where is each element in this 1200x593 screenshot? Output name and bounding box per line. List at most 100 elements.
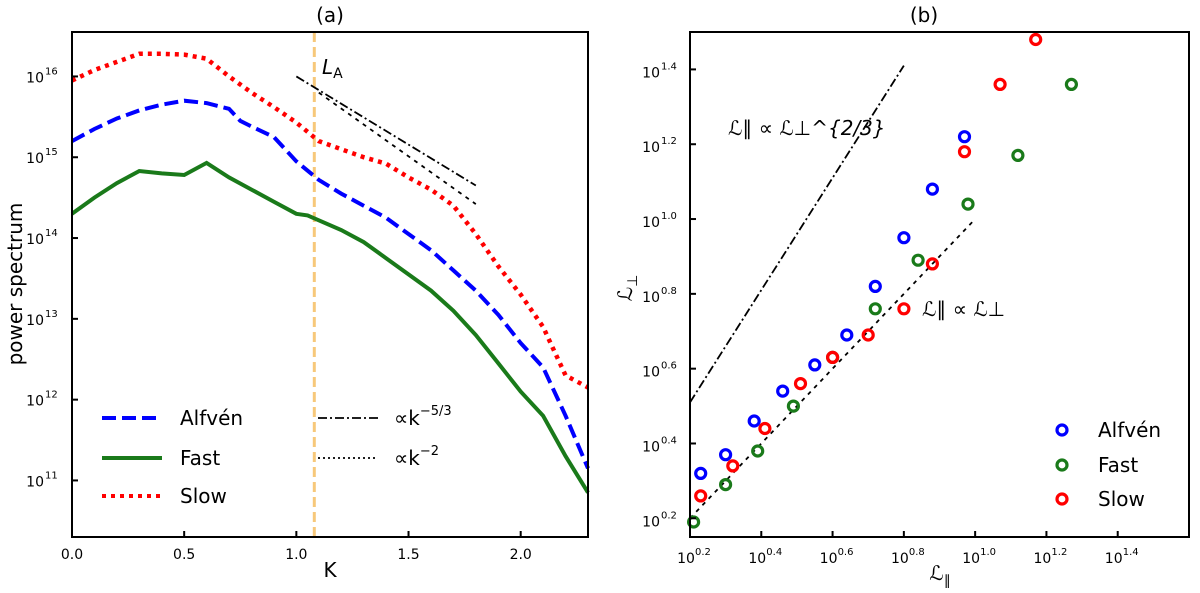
a-ytick-exp-1: 12 [45, 390, 58, 401]
svg-text:LA: LA [322, 55, 343, 82]
point-b-0-9 [957, 130, 972, 144]
panel-b-y-ticks: 10 0.210 0.410 0.610 0.810 1.010 1.210 1.4 [642, 61, 696, 530]
panel-a-vline-label: LA [322, 55, 343, 82]
legend-b-fast-label: Fast [1098, 453, 1138, 477]
point-b-2-4 [825, 350, 840, 364]
panel-a-title: (a) [316, 3, 344, 27]
point-b-0-1 [718, 448, 733, 462]
point-b-0-4 [808, 358, 822, 372]
b-ytick-exp-3: 0.8 [661, 286, 677, 297]
a-ytick-exp-3: 14 [45, 228, 58, 239]
b-ytick-label-5: 10 [642, 140, 660, 156]
point-b-2-10 [1029, 32, 1043, 47]
point-b-2-9 [993, 77, 1007, 92]
b-xtick-exp-1: 0.4 [766, 547, 782, 558]
legend-a-k2-label: ∝k−2 [394, 444, 439, 470]
b-xtick-label-6: 10 [1105, 551, 1123, 567]
point-b-0-3 [776, 384, 790, 398]
panel-a-legend: Alfvén Fast Slow ∝k−5/3 ∝k−2 [102, 404, 452, 508]
b-ytick-label-3: 10 [642, 290, 660, 306]
b-xtick-exp-4: 1.0 [980, 547, 996, 558]
a-xtick-label-0: 0.0 [61, 547, 83, 563]
b-ytick-exp-5: 1.2 [661, 136, 677, 147]
a-ytick-exp-0: 11 [45, 470, 58, 481]
b-ytick-label-0: 10 [642, 514, 660, 530]
a-xtick-label-1: 0.5 [173, 547, 195, 563]
ref-line-b-0 [689, 65, 905, 403]
legend-b-fast-marker [1055, 458, 1069, 472]
panel-a-frame [71, 31, 589, 538]
a-ytick-exp-4: 15 [45, 147, 58, 158]
panel-a-plot [70, 32, 590, 537]
point-b-2-3 [793, 377, 808, 391]
point-b-2-2 [758, 421, 772, 436]
b-xtick-exp-5: 1.2 [1051, 547, 1067, 558]
point-b-2-6 [897, 302, 911, 316]
legend-a-k53-label: ∝k−5/3 [394, 404, 452, 430]
a-xtick-label-3: 1.5 [397, 547, 419, 563]
b-xtick-label-4: 10 [962, 551, 980, 567]
a-ytick-label-0: 10 [26, 474, 44, 490]
b-ytick-label-6: 10 [642, 65, 660, 81]
point-b-1-8 [1011, 148, 1025, 162]
b-ytick-exp-6: 1.4 [661, 61, 677, 72]
b-ytick-exp-2: 0.6 [661, 361, 677, 372]
legend-b-slow-label: Slow [1098, 487, 1145, 511]
b-ytick-exp-0: 0.2 [661, 510, 677, 521]
point-b-0-2 [747, 414, 761, 428]
point-b-1-7 [961, 197, 975, 211]
point-b-0-7 [897, 231, 911, 245]
b-ytick-label-4: 10 [642, 215, 660, 231]
panel-b-annotation-linear: ℒ∥ ∝ ℒ⊥ [922, 297, 1005, 321]
legend-a-fast-label: Fast [180, 446, 220, 470]
panel-b-legend: Alfvén Fast Slow [1055, 418, 1161, 511]
a-xtick-label-2: 1.0 [285, 547, 307, 563]
b-xtick-label-5: 10 [1034, 551, 1052, 567]
panel-b-plot [686, 32, 1079, 529]
b-ytick-label-2: 10 [642, 365, 660, 381]
point-b-1-0 [686, 515, 701, 529]
legend-b-alfven-label: Alfvén [1098, 418, 1161, 442]
panel-b-x-label: ℒ∥ [929, 561, 950, 589]
panel-a-y-label: power spectrum [3, 203, 27, 366]
point-b-0-5 [840, 328, 854, 342]
point-b-0-8 [925, 182, 940, 196]
ref-line-b-1 [689, 218, 976, 519]
panel-b-title: (b) [910, 3, 938, 27]
series-a-0 [71, 98, 590, 470]
ref-line-a-1 [318, 91, 477, 205]
panel-b: (b) 10 0.2 10 0.4 10 0.6 10 0.8 10 1.0 10 1.2 10 1.4 … [613, 3, 1190, 589]
series-a-1 [70, 160, 590, 494]
a-ytick-label-4: 10 [26, 151, 44, 167]
legend-b-alfven-marker [1055, 423, 1069, 437]
b-xtick-exp-2: 0.6 [838, 547, 854, 558]
b-xtick-label-0: 10 [677, 551, 695, 567]
point-b-0-6 [868, 279, 882, 293]
legend-a-slow-label: Slow [180, 484, 227, 508]
point-b-1-5 [868, 302, 882, 316]
a-ytick-label-5: 10 [26, 70, 44, 86]
b-ytick-exp-1: 0.4 [661, 435, 677, 446]
panel-b-x-ticks: 10 0.2 10 0.4 10 0.6 10 0.8 10 1.0 10 1.2 10 1.4 [677, 531, 1139, 567]
a-xtick-label-4: 2.0 [510, 547, 532, 563]
a-ytick-label-1: 10 [26, 394, 44, 410]
vline-label: L [322, 55, 333, 79]
point-b-1-2 [751, 444, 765, 458]
b-xtick-exp-3: 0.8 [909, 547, 925, 558]
panel-b-y-label: ℒ⊥ [613, 275, 641, 302]
a-ytick-exp-2: 13 [45, 309, 58, 320]
series-a-2 [71, 51, 590, 390]
a-ytick-label-2: 10 [26, 313, 44, 329]
b-xtick-exp-6: 1.4 [1123, 547, 1139, 558]
point-b-2-1 [726, 459, 740, 473]
b-xtick-label-3: 10 [891, 551, 909, 567]
b-xtick-exp-0: 0.2 [695, 547, 711, 558]
point-b-1-9 [1064, 77, 1079, 92]
ref-line-a-0 [295, 75, 477, 187]
vline-label-sub: A [333, 66, 343, 82]
legend-a-alfven-label: Alfvén [180, 406, 243, 430]
panel-b-frame [689, 31, 1190, 538]
